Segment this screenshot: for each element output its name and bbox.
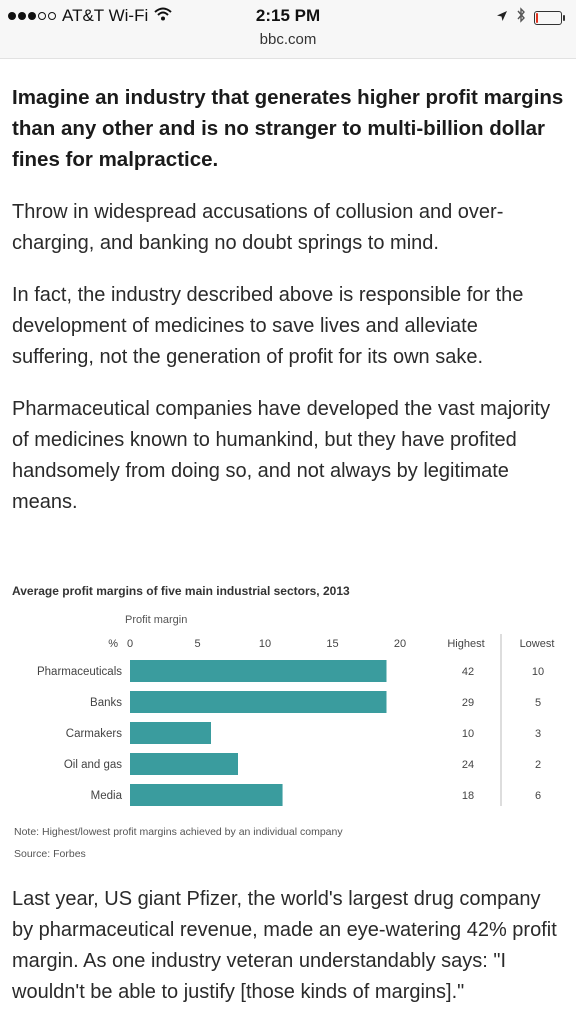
bar [130, 660, 387, 682]
lowest-value: 3 [535, 728, 541, 740]
url-bar[interactable]: bbc.com [259, 31, 317, 48]
article-paragraph: Pharmaceutical companies have developed … [12, 398, 551, 513]
highest-value: 18 [462, 790, 474, 802]
status-right [496, 7, 565, 28]
lowest-value: 10 [532, 666, 544, 678]
status-left: AT&T Wi-Fi [8, 6, 172, 26]
bar [130, 753, 238, 775]
x-tick-label: 15 [326, 638, 338, 650]
signal-icon [8, 12, 56, 20]
category-label: Oil and gas [64, 759, 122, 771]
x-tick-label: 0 [127, 638, 133, 650]
highest-value: 42 [462, 666, 474, 678]
article-lead: Imagine an industry that generates highe… [12, 86, 564, 171]
lowest-value: 6 [535, 790, 541, 802]
table-header-highest: Highest [447, 638, 484, 650]
bar [130, 722, 211, 744]
bluetooth-icon [516, 7, 526, 28]
article-body-continued: Last year, US giant Pfizer, the world's … [12, 884, 564, 1029]
x-tick-label: 10 [259, 638, 271, 650]
x-tick-label: 20 [394, 638, 406, 650]
category-label: Banks [90, 697, 122, 709]
article-paragraph: Last year, US giant Pfizer, the world's … [12, 888, 557, 1003]
battery-level [536, 12, 538, 23]
clock: 2:15 PM [255, 6, 321, 25]
profit-margin-chart: Average profit margins of five main indu… [12, 578, 564, 868]
status-bar: AT&T Wi-Fi 2:15 PM bbc.com [0, 0, 576, 59]
table-header-lowest: Lowest [520, 638, 555, 650]
battery-icon [534, 10, 565, 25]
lowest-value: 5 [535, 697, 541, 709]
highest-value: 24 [462, 759, 474, 771]
category-label: Carmakers [66, 728, 122, 740]
chart-svg: Average profit margins of five main indu… [12, 584, 555, 860]
x-tick-label: 5 [194, 638, 200, 650]
highest-value: 10 [462, 728, 474, 740]
chart-source: Source: Forbes [14, 848, 86, 860]
article-paragraph: Throw in widespread accusations of collu… [12, 201, 504, 254]
axis-unit-label: % [108, 638, 118, 650]
category-label: Pharmaceuticals [37, 666, 122, 678]
chart-title: Average profit margins of five main indu… [12, 584, 350, 598]
chart-subtitle: Profit margin [125, 614, 187, 626]
lowest-value: 2 [535, 759, 541, 771]
carrier-label: AT&T Wi-Fi [62, 6, 149, 25]
article-paragraph: In fact, the industry described above is… [12, 284, 524, 368]
bar [130, 691, 387, 713]
chart-note: Note: Highest/lowest profit margins achi… [14, 826, 343, 838]
wifi-icon [154, 6, 172, 26]
bar [130, 784, 283, 806]
category-label: Media [91, 790, 123, 802]
location-arrow-icon [496, 9, 508, 27]
article-body: Imagine an industry that generates highe… [12, 82, 564, 539]
highest-value: 29 [462, 697, 474, 709]
